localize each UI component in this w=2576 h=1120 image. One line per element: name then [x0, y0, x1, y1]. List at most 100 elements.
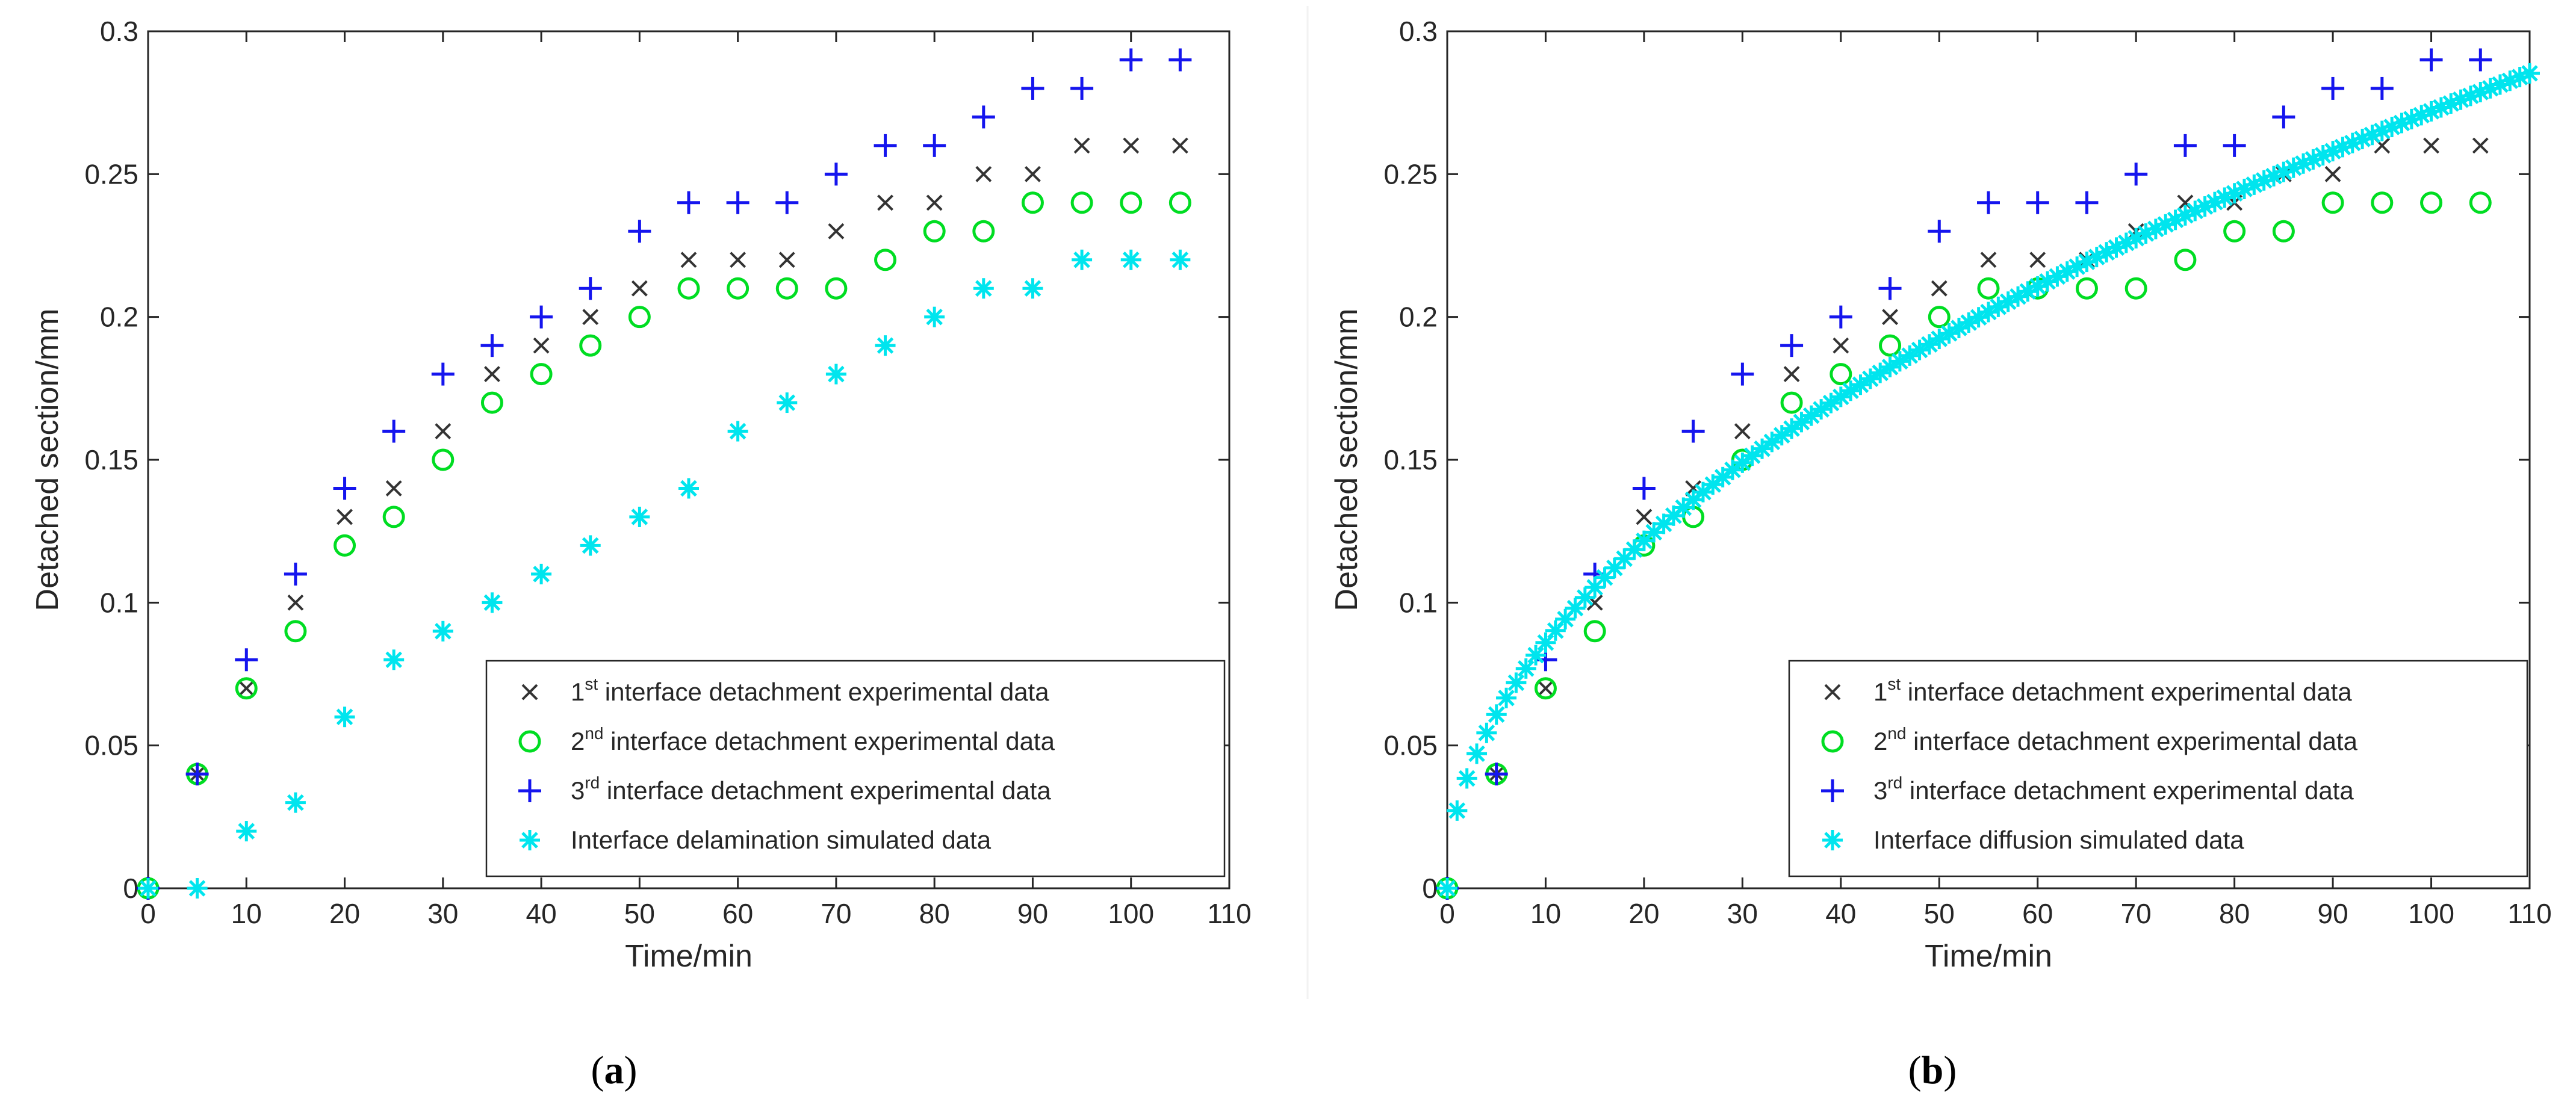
data-point	[480, 391, 503, 414]
data-point	[2423, 137, 2439, 154]
y-tick-label: 0.25	[84, 158, 138, 190]
data-point	[972, 220, 995, 243]
x-tick-label: 50	[624, 898, 655, 929]
data-point	[1119, 48, 1143, 72]
data-point	[1780, 334, 1804, 357]
x-tick-label: 0	[1439, 898, 1455, 929]
series-3	[1436, 48, 2492, 900]
panel-a: 0 10 20 30 40 50 60 70 80 90 100 110 0 0.05 0.1 0.15 0.2…	[30, 16, 1252, 974]
data-point	[185, 763, 209, 786]
data-point	[2420, 191, 2443, 214]
data-point	[972, 105, 995, 129]
data-point	[2026, 191, 2049, 214]
x-tick-label: 110	[1207, 898, 1251, 929]
data-point	[778, 252, 795, 268]
data-point	[238, 680, 255, 697]
data-point	[2124, 162, 2148, 186]
data-point	[727, 277, 750, 300]
legend: 1st interface detachment experimental da…	[485, 660, 1226, 877]
data-point	[730, 252, 746, 268]
data-point	[775, 277, 798, 300]
data-point	[1506, 672, 1527, 693]
data-point	[1486, 704, 1507, 725]
data-point	[874, 249, 897, 271]
data-point	[337, 509, 353, 525]
data-point	[1928, 220, 1951, 243]
data-point	[284, 620, 307, 643]
data-point	[1120, 191, 1143, 214]
data-point	[579, 277, 602, 300]
data-point	[726, 191, 750, 214]
data-point	[1829, 305, 1852, 329]
y-tick-label: 0.05	[84, 730, 138, 761]
x-tick-label: 50	[1924, 898, 1955, 929]
legend-marker	[520, 830, 540, 850]
data-point	[2075, 191, 2099, 214]
x-tick-label: 80	[2219, 898, 2250, 929]
data-point	[385, 480, 402, 497]
data-point	[628, 220, 651, 243]
data-point	[382, 506, 405, 528]
data-point	[2075, 277, 2098, 300]
data-point	[1931, 280, 1948, 297]
data-point	[1781, 418, 1802, 439]
data-point	[1538, 680, 1554, 697]
data-point	[923, 134, 946, 157]
data-point	[1525, 645, 1547, 666]
data-point	[680, 252, 697, 268]
y-axis-label: Detached section/mm	[1329, 309, 1364, 611]
data-point	[2272, 220, 2295, 243]
data-point	[825, 277, 848, 300]
data-point	[1447, 800, 1468, 821]
data-point	[1742, 445, 1763, 466]
data-point	[482, 592, 503, 613]
data-point	[1683, 489, 1704, 510]
data-point	[2324, 166, 2341, 182]
data-point	[1534, 677, 1557, 700]
data-point	[926, 194, 943, 211]
data-point	[1170, 249, 1191, 270]
series-3	[137, 48, 1192, 900]
data-point	[824, 162, 848, 186]
data-point	[678, 478, 699, 499]
data-point	[1466, 743, 1488, 764]
series-4	[138, 249, 1191, 899]
data-point	[924, 306, 945, 327]
data-point	[1878, 277, 1902, 300]
data-point	[2321, 76, 2345, 100]
data-point	[1172, 137, 1188, 154]
data-point	[1977, 277, 2000, 300]
y-tick-label: 0.2	[100, 302, 138, 333]
data-point	[1977, 191, 2000, 214]
data-point	[875, 335, 896, 356]
data-point	[1456, 768, 1477, 789]
data-point	[1021, 191, 1044, 214]
x-tick-label: 40	[1825, 898, 1856, 929]
data-point	[187, 878, 208, 899]
data-point	[628, 306, 651, 329]
data-point	[2472, 137, 2489, 154]
y-tick-label: 0	[1422, 873, 1438, 904]
legend-label: 3rd interface detachment experimental da…	[1873, 773, 2354, 805]
x-tick-label: 90	[2318, 898, 2348, 929]
y-tick-label: 0.1	[100, 587, 138, 618]
data-point	[1072, 249, 1093, 270]
x-tick-label: 90	[1017, 898, 1048, 929]
data-point	[1801, 405, 1822, 426]
data-point	[877, 194, 893, 211]
y-tick-label: 0.2	[1399, 302, 1438, 333]
data-point	[1120, 249, 1141, 270]
data-point	[2519, 63, 2540, 84]
data-point	[2321, 191, 2344, 214]
data-point	[874, 134, 897, 157]
data-point	[1073, 137, 1090, 154]
y-axis-label: Detached section/mm	[30, 309, 65, 611]
data-point	[775, 191, 799, 214]
data-point	[2214, 187, 2235, 208]
legend-label: 2nd interface detachment experimental da…	[571, 724, 1055, 755]
x-axis-label: Time/min	[625, 939, 753, 974]
legend-label: 1st interface detachment experimental da…	[1873, 675, 2352, 706]
data-point	[431, 362, 455, 386]
data-point	[235, 648, 258, 672]
legend-label: Interface diffusion simulated data	[1873, 826, 2244, 854]
